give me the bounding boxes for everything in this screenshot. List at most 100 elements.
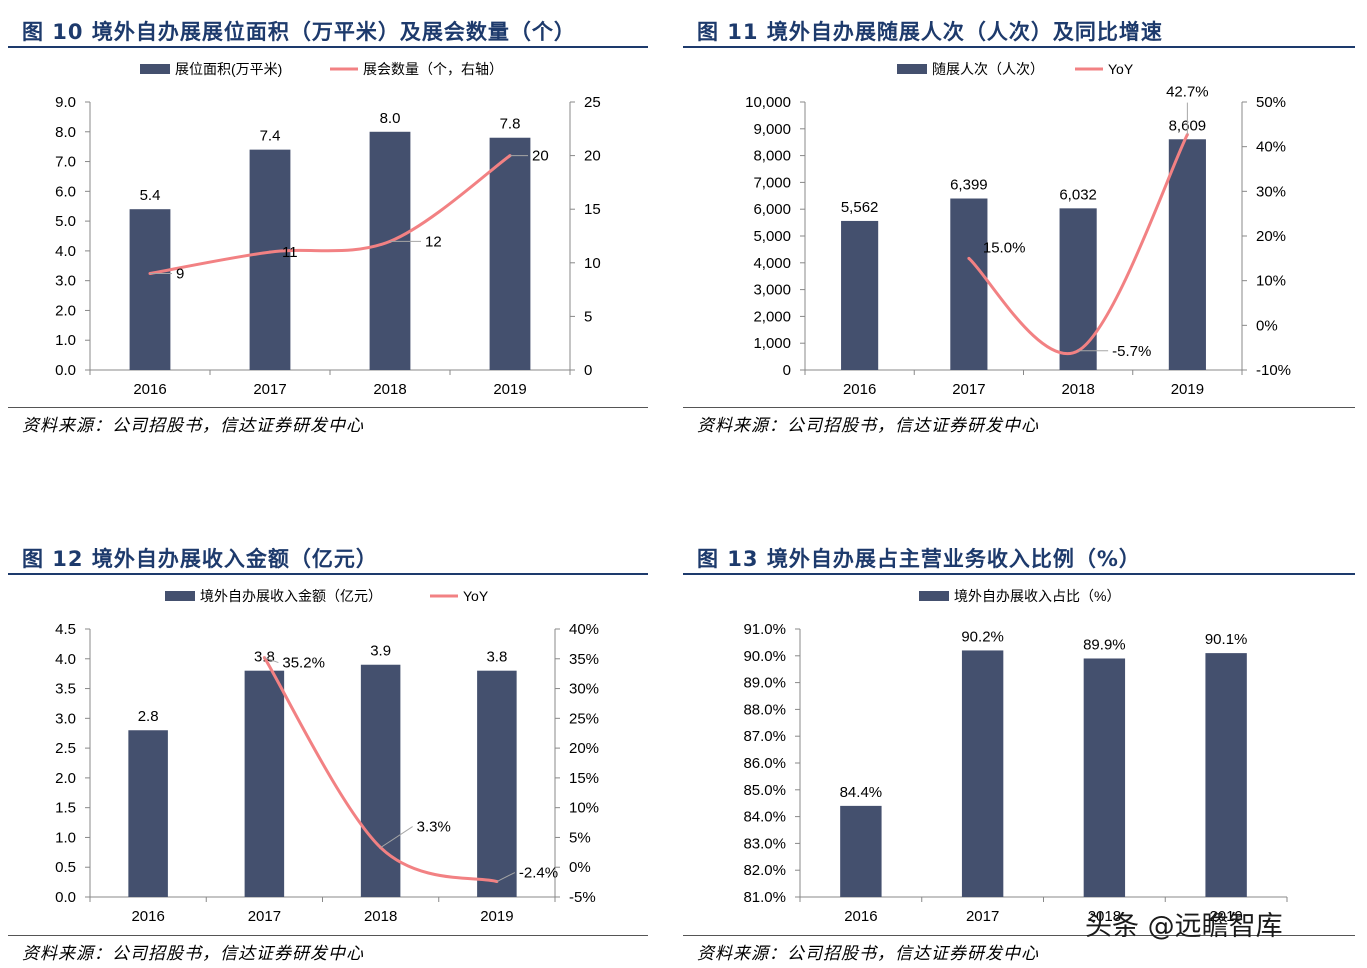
y-tick-label: 1.0 [55,332,76,349]
source-rule [683,935,1355,936]
bar [1059,208,1097,370]
line-data-label: 11 [282,244,298,261]
y-right-tick-label: 15 [584,201,601,218]
y-tick-label: 8.0 [55,124,76,141]
y-tick-label: 83.0% [743,835,786,852]
bar [360,664,401,897]
title-rule [8,573,648,575]
y-tick-label: 90.0% [743,648,786,665]
line-point [268,250,272,254]
y-tick-label: 82.0% [743,862,786,879]
x-tick-label: 2019 [480,908,513,925]
y-tick-label: 4.0 [55,243,76,260]
bar [249,149,291,370]
source-note: 资料来源：公司招股书，信达证券研发中心 [22,416,364,436]
bar [369,131,411,370]
y-right-tick-label: 50% [1256,94,1286,111]
x-tick-label: 2017 [248,908,281,925]
x-tick-label: 2017 [952,381,985,398]
bar [1083,658,1126,897]
y-right-tick-label: 40% [569,621,599,638]
y-tick-label: 6,000 [753,201,791,218]
y-tick-label: 6.0 [55,183,76,200]
bar [477,670,517,897]
legend-line-label: YoY [1108,61,1134,77]
bar [244,670,285,897]
y-tick-label: 2,000 [753,308,791,325]
chart-area: 0.0 0.5 1.0 1.5 2.0 2.5 3.0 3.5 4.0 4.5 -5% 0% 5% 10%… [55,588,599,925]
x-tick-label: 2019 [1171,381,1204,398]
y-tick-label: 86.0% [743,755,786,772]
line-point [967,256,971,260]
x-tick-label: 2016 [133,381,166,398]
y-tick-label: 3.0 [55,273,76,290]
bar-data-label: 5,562 [841,199,879,216]
line-data-label: 3.3% [417,819,451,836]
figure-title: 图 11 境外自办展随展人次（人次）及同比增速 [697,20,1163,44]
x-tick-label: 2018 [1061,381,1094,398]
y-tick-label: 89.0% [743,675,786,692]
y-right-tick-label: -10% [1256,362,1291,379]
y-right-tick-label: 0 [584,362,592,379]
chart-area: 81.0% 82.0% 83.0% 84.0% 85.0% 86.0% 87.0% 88.0%… [743,588,1288,925]
x-tick-label: 2017 [253,381,286,398]
y-right-tick-label: 0% [569,859,591,876]
bar [129,209,171,370]
y-tick-label: 3,000 [753,282,791,299]
chart-area: 0.0 1.0 2.0 3.0 4.0 5.0 6.0 7.0 8.0 9.0 0 5 10 15 20 25… [55,61,601,398]
y-right-tick-label: 20% [569,740,599,757]
y-right-tick-label: 15% [569,770,599,787]
y-tick-label: 1,000 [753,335,791,352]
y-tick-label: 0.5 [55,859,76,876]
y-tick-label: 8,000 [753,148,791,165]
y-right-tick-label: 5% [569,829,591,846]
y-tick-label: 2.5 [55,740,76,757]
legend-bar-label: 境外自办展收入金额（亿元） [200,588,382,604]
line-data-label: 15.0% [983,239,1026,256]
y-tick-label: 7,000 [753,174,791,191]
y-tick-label: 0 [783,362,791,379]
source-note: 资料来源：公司招股书，信达证券研发中心 [697,944,1039,964]
line-data-label: 35.2% [282,655,325,672]
y-tick-label: 9.0 [55,94,76,111]
bar [1205,653,1247,897]
legend-bar-swatch [165,591,195,601]
bar [1168,139,1206,370]
y-right-tick-label: 30% [569,681,599,698]
bar-data-label: 3.9 [370,643,391,660]
line-data-label: 42.7% [1166,84,1209,101]
line-data-label: -5.7% [1112,343,1151,360]
figure-title: 图 13 境外自办展占主营业务收入比例（%） [697,547,1141,571]
y-tick-label: 3.5 [55,681,76,698]
source-rule [8,935,648,936]
x-tick-label: 2017 [966,908,999,925]
line-data-label: 9 [176,266,184,283]
x-tick-label: 2018 [364,908,397,925]
bar-data-label: 90.2% [961,628,1004,645]
source-note: 资料来源：公司招股书，信达证券研发中心 [22,944,364,964]
y-tick-label: 4.5 [55,621,76,638]
y-right-tick-label: 10% [569,800,599,817]
figure-title: 图 12 境外自办展收入金额（亿元） [22,547,378,571]
legend-bar-swatch [140,64,170,74]
y-tick-label: 87.0% [743,728,786,745]
source-note: 资料来源：公司招股书，信达证券研发中心 [697,416,1039,436]
y-right-tick-label: 25 [584,94,601,111]
y-right-tick-label: 30% [1256,183,1286,200]
x-tick-label: 2018 [1088,908,1121,925]
y-tick-label: 81.0% [743,889,786,906]
y-tick-label: 1.0 [55,829,76,846]
x-tick-label: 2019 [493,381,526,398]
y-tick-label: 5,000 [753,228,791,245]
bar [841,220,879,370]
y-tick-label: 4,000 [753,255,791,272]
source-rule [8,407,648,408]
bar-data-label: 6,399 [950,177,988,194]
bar [840,805,882,897]
y-right-tick-label: 0% [1256,317,1278,334]
label-leader-line [264,657,279,664]
x-tick-label: 2018 [373,381,406,398]
line-data-label: 12 [425,233,442,250]
y-right-tick-label: 10% [1256,273,1286,290]
figure-title: 图 10 境外自办展展位面积（万平米）及展会数量（个） [22,20,576,44]
